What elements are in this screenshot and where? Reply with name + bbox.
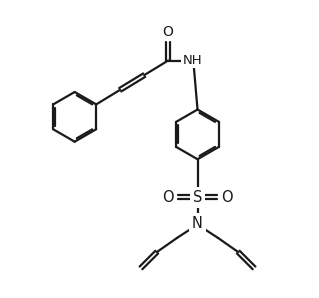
Text: O: O xyxy=(221,190,233,205)
Text: O: O xyxy=(162,190,174,205)
Text: O: O xyxy=(163,26,174,39)
Text: S: S xyxy=(193,190,202,205)
Text: NH: NH xyxy=(182,54,202,67)
Text: N: N xyxy=(192,216,203,231)
